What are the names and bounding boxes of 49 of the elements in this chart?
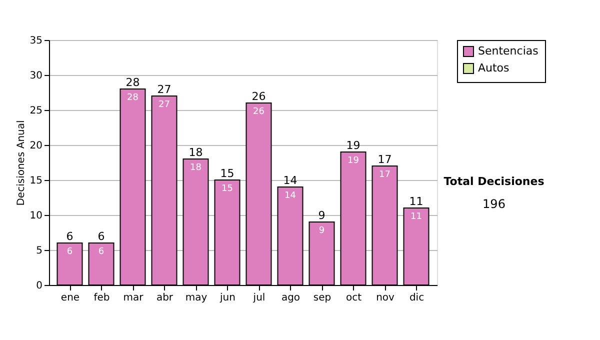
legend-label: Sentencias [478, 44, 539, 58]
total-label: 9 [318, 209, 326, 222]
y-tick-label: 0 [36, 280, 42, 292]
data-label: 6 [98, 247, 104, 257]
x-tick-label: abr [156, 292, 174, 304]
data-label: 11 [410, 212, 422, 222]
total-label: 27 [157, 83, 172, 96]
data-label: 28 [127, 93, 139, 103]
data-label: 18 [190, 163, 202, 173]
legend-label: Autos [478, 62, 510, 74]
total-label: 14 [283, 174, 298, 187]
total-label: 19 [346, 139, 360, 152]
x-tick-label: dic [409, 292, 424, 304]
total-label: 18 [188, 146, 203, 159]
y-tick-label: 25 [30, 106, 42, 116]
data-label: 19 [348, 156, 360, 166]
total-label: 6 [98, 230, 105, 243]
text: Total Decisiones [444, 175, 545, 188]
x-tick-label: jun [219, 292, 236, 304]
y-tick-label: 35 [30, 36, 42, 46]
x-tick-label: ago [281, 292, 300, 304]
data-label: 14 [284, 191, 296, 201]
x-tick-label: ene [60, 292, 80, 304]
y-tick-label: 20 [30, 140, 42, 152]
x-tick-label: jul [252, 292, 266, 304]
x-tick-label: sep [313, 292, 332, 304]
text: 196 [482, 197, 506, 211]
y-axis-title: Decisiones Anual [16, 120, 27, 206]
total-label: 6 [66, 230, 74, 243]
x-tick-label: may [185, 292, 208, 304]
data-label: 17 [379, 170, 390, 180]
data-label: 6 [66, 247, 73, 257]
x-tick-label: nov [376, 292, 395, 304]
y-tick-label: 15 [30, 176, 42, 186]
data-label: 27 [158, 100, 170, 110]
total-label: 17 [378, 153, 392, 166]
x-tick-label: feb [94, 292, 110, 304]
total-label: 26 [252, 90, 266, 103]
total-label: 11 [409, 195, 424, 208]
x-tick-label: oct [346, 292, 362, 304]
data-label: 9 [318, 226, 325, 236]
y-tick-label: 5 [36, 246, 42, 256]
y-tick-label: 30 [30, 70, 42, 82]
total-label: 15 [220, 167, 234, 180]
total-label: 28 [126, 76, 140, 89]
x-tick-label: mar [123, 292, 144, 304]
data-label: 26 [253, 107, 265, 117]
data-label: 15 [222, 184, 233, 194]
y-tick-label: 10 [30, 210, 42, 222]
